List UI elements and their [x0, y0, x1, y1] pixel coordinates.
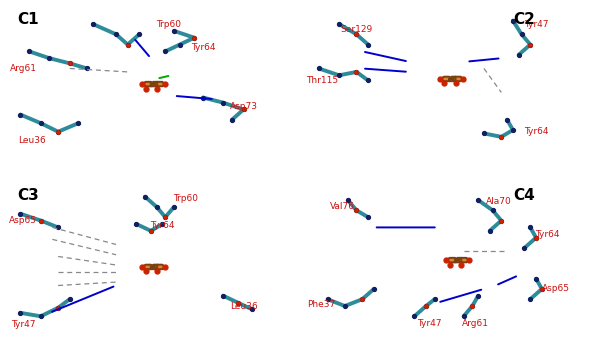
Text: Tyr64: Tyr64 — [191, 44, 215, 52]
Text: Ser129: Ser129 — [340, 25, 373, 34]
Text: Ala70: Ala70 — [485, 197, 511, 206]
Polygon shape — [142, 82, 154, 86]
Text: Tyr64: Tyr64 — [150, 221, 175, 230]
Text: Thr115: Thr115 — [305, 76, 338, 85]
Polygon shape — [440, 77, 452, 81]
Polygon shape — [154, 82, 165, 86]
Text: Tyr47: Tyr47 — [416, 319, 441, 327]
Text: Arg61: Arg61 — [10, 64, 37, 73]
Polygon shape — [452, 77, 463, 81]
Text: Phe37: Phe37 — [308, 300, 336, 309]
Text: Asp73: Asp73 — [230, 102, 257, 110]
Text: Trp60: Trp60 — [173, 194, 198, 203]
Text: C3: C3 — [17, 188, 40, 203]
Polygon shape — [455, 258, 461, 262]
Text: Val76: Val76 — [329, 202, 355, 211]
Text: Tyr64: Tyr64 — [524, 127, 548, 136]
Text: Asp65: Asp65 — [542, 284, 571, 293]
Text: Tyr47: Tyr47 — [11, 320, 35, 329]
Text: Tyr64: Tyr64 — [535, 230, 560, 239]
Polygon shape — [446, 258, 458, 262]
Text: Tyr47: Tyr47 — [524, 19, 548, 29]
Text: Asp65: Asp65 — [10, 216, 37, 225]
Text: C2: C2 — [513, 12, 535, 27]
Text: C1: C1 — [17, 12, 39, 27]
Text: Leu36: Leu36 — [230, 302, 257, 310]
Text: Leu36: Leu36 — [18, 136, 46, 145]
Text: Arg61: Arg61 — [462, 319, 489, 327]
Polygon shape — [154, 265, 165, 269]
Polygon shape — [151, 265, 157, 269]
Polygon shape — [151, 82, 157, 86]
Text: Trp60: Trp60 — [156, 19, 181, 29]
Polygon shape — [458, 258, 469, 262]
Polygon shape — [449, 77, 455, 81]
Polygon shape — [142, 265, 154, 269]
Text: C4: C4 — [513, 188, 535, 203]
